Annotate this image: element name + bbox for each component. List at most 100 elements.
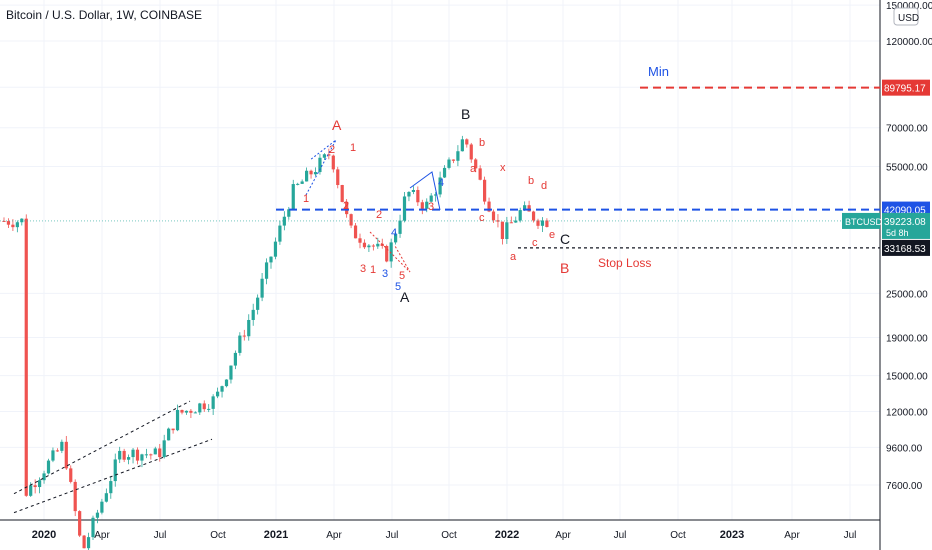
candle-body <box>242 335 246 337</box>
time-axis-label: 2021 <box>264 529 288 541</box>
candle-body <box>175 409 180 431</box>
candle-body <box>86 537 91 549</box>
time-axis-label: Apr <box>555 530 571 541</box>
candle-body <box>78 511 82 536</box>
candle-body <box>309 170 313 175</box>
time-axis-label: Jul <box>844 530 857 541</box>
wave-label-minor: c <box>532 237 538 249</box>
wave-label-major: B <box>560 260 569 276</box>
stop-loss-label: Stop Loss <box>598 256 651 270</box>
candle-body <box>278 225 282 242</box>
candle-body <box>438 177 442 195</box>
candle-body <box>193 412 197 414</box>
stop-price-tag <box>882 239 930 256</box>
time-axis-label: Jul <box>386 530 399 541</box>
candle-body <box>322 154 326 158</box>
channel-lower <box>13 438 213 514</box>
wave-label-major: C <box>560 231 570 247</box>
candle-body <box>474 159 478 169</box>
wave-label-minor: 2 <box>376 209 382 221</box>
candle-body <box>540 220 545 226</box>
candle-body <box>349 214 353 226</box>
candle-body <box>207 408 211 410</box>
wave-label-minor: 1 <box>370 264 376 276</box>
candle-body <box>496 220 500 222</box>
candle-body <box>11 224 15 228</box>
candle-body <box>140 454 144 461</box>
wave-label-minor: 3 <box>382 268 388 280</box>
candle-body <box>189 410 193 413</box>
candle-body <box>478 168 482 180</box>
stop-price-tag-text: 33168.53 <box>884 244 926 255</box>
candle-body <box>238 335 242 353</box>
candle-body <box>313 172 318 175</box>
current-price-tag-text: 39223.08 <box>884 217 926 228</box>
candle-body <box>264 262 269 279</box>
candle-body <box>429 195 433 202</box>
candle-body <box>60 441 64 451</box>
candle-body <box>451 159 456 161</box>
wave-label-major: B <box>461 106 470 122</box>
candle-body <box>345 201 349 215</box>
candle-body <box>500 221 504 240</box>
candle-body <box>131 449 135 458</box>
candle-body <box>269 256 273 263</box>
candle-body <box>407 191 411 197</box>
candle-body <box>38 480 42 488</box>
min-price-tag-text: 89795.17 <box>884 84 926 95</box>
candle-body <box>287 209 291 217</box>
wave-label-minor: 5 <box>395 281 401 293</box>
grid <box>0 0 880 520</box>
price-axis-label: 9600.00 <box>886 443 923 454</box>
candle-body <box>109 481 113 494</box>
candle-body <box>256 297 260 310</box>
time-axis-label: Oct <box>441 530 457 541</box>
candle-body <box>336 169 340 186</box>
candle-body <box>15 222 19 228</box>
candle-body <box>389 242 393 262</box>
candle-body <box>434 194 438 196</box>
price-axis-label: 70000.00 <box>886 124 928 135</box>
candle-body <box>202 403 206 410</box>
price-axis-label: 150000.00 <box>886 1 932 12</box>
wave-label-minor: 3 <box>428 201 434 213</box>
candle-body <box>153 448 157 455</box>
candle-body <box>518 210 522 221</box>
candle-body <box>376 243 380 247</box>
price-axis-label: 120000.00 <box>886 37 932 48</box>
candle-body <box>260 278 264 298</box>
candle-body <box>100 501 104 513</box>
candle-body <box>113 459 117 482</box>
symbol-tag <box>842 212 880 229</box>
candle-body <box>158 448 162 458</box>
wave-label-minor: 1 <box>350 142 356 154</box>
candle-countdown: 5d 8h <box>886 228 909 238</box>
price-axis-label: 19000.00 <box>886 334 928 345</box>
candle-body <box>33 485 37 488</box>
symbol-tag-text: BTCUSD <box>845 217 883 227</box>
wave-label-minor: a <box>510 251 517 263</box>
candle-body <box>149 454 153 456</box>
candle-body <box>198 403 202 413</box>
time-axis-label: Apr <box>784 530 800 541</box>
wave-label-minor: b <box>479 137 485 149</box>
wave-label-minor: a <box>470 163 477 175</box>
candle-body <box>456 151 460 161</box>
wave-label-minor: b <box>528 175 534 187</box>
candle-body <box>211 396 215 409</box>
time-axis-label: Jul <box>154 530 167 541</box>
candle-body <box>416 189 420 203</box>
candle-body <box>296 183 300 185</box>
time-axis-label: 2023 <box>720 529 744 541</box>
price-axis-label: 15000.00 <box>886 372 928 383</box>
candle-body <box>24 218 28 496</box>
wave-label-minor: 5 <box>399 270 405 282</box>
candle-body <box>20 218 24 223</box>
candle-body <box>118 450 122 460</box>
candle-body <box>487 201 491 212</box>
candle-body <box>29 485 33 496</box>
candle-body <box>318 157 322 173</box>
candle-body <box>69 468 73 482</box>
candle-body <box>483 179 487 202</box>
